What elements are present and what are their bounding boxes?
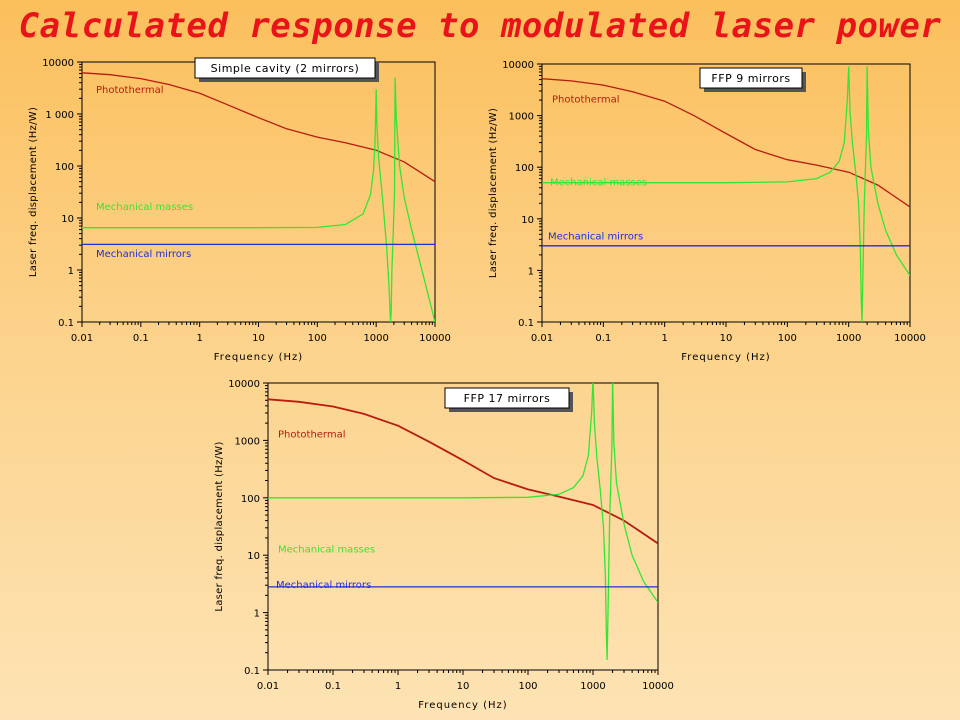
mechanical-mirrors-label: Mechanical mirrors xyxy=(548,231,643,242)
chart-title: FFP 9 mirrors xyxy=(711,72,790,85)
y-tick-label: 0.1 xyxy=(58,318,74,329)
mechanical-masses-line xyxy=(82,77,435,322)
x-axis-label: Frequency (Hz) xyxy=(418,700,507,711)
x-tick-label: 0.01 xyxy=(71,333,93,344)
y-tick-label: 100 xyxy=(241,494,260,505)
y-tick-label: 10000 xyxy=(42,58,74,69)
y-axis-label: Laser freq. displacement (Hz/W) xyxy=(488,108,499,278)
x-tick-label: 1 xyxy=(196,333,202,344)
y-tick-label: 10000 xyxy=(228,379,260,390)
photothermal-line xyxy=(82,72,435,183)
y-tick-label: 1 xyxy=(528,266,534,277)
x-tick-label: 1000 xyxy=(580,681,605,692)
y-tick-label: 1000 xyxy=(509,112,534,123)
chart-ffp-9-mirrors: 0.01 0.1 1 10 100 1000 10000 0.1 1 10 100 1000 10000… xyxy=(488,60,926,363)
x-tick-label: 0.1 xyxy=(133,333,149,344)
x-tick-label: 100 xyxy=(778,333,797,344)
x-tick-label: 100 xyxy=(308,333,327,344)
title-box xyxy=(444,387,570,409)
x-tick-label: 10000 xyxy=(419,333,451,344)
x-tick-label: 10000 xyxy=(642,681,674,692)
x-axis-label: Frequency (Hz) xyxy=(681,352,770,363)
chart-title: FFP 17 mirrors xyxy=(464,392,551,405)
x-tick-label: 0.1 xyxy=(325,681,341,692)
mechanical-masses-line xyxy=(268,383,658,660)
y-tick-label: 100 xyxy=(55,162,74,173)
x-tick-label: 100 xyxy=(518,681,537,692)
y-tick-label: 100 xyxy=(515,163,534,174)
y-tick-label: 1 xyxy=(254,609,260,620)
y-tick-label: 1 000 xyxy=(45,110,74,121)
x-tick-label: 1 xyxy=(395,681,401,692)
mechanical-masses-label: Mechanical masses xyxy=(96,202,193,213)
chart-title: Simple cavity (2 mirrors) xyxy=(211,62,360,75)
x-tick-label: 10 xyxy=(457,681,470,692)
x-tick-label: 0.01 xyxy=(257,681,279,692)
y-tick-label: 0.1 xyxy=(518,318,534,329)
y-tick-label: 10 xyxy=(61,214,74,225)
x-tick-label: 1 xyxy=(661,333,667,344)
photothermal-line xyxy=(542,78,910,208)
y-tick-label: 10 xyxy=(521,215,534,226)
title-box xyxy=(194,57,376,79)
chart-ffp-17-mirrors: 0.01 0.1 1 10 100 1000 10000 0.1 1 10 100 1000 10000… xyxy=(214,379,674,711)
plot-frame xyxy=(267,382,659,671)
chart-simple-cavity: 0.01 0.1 1 10 100 1000 10000 0.1 1 10 100 1 000 1000… xyxy=(28,57,451,363)
slide-title: Calculated response to modulated laser p… xyxy=(18,6,942,46)
y-tick-label: 0.1 xyxy=(244,666,260,677)
y-axis-label: Laser freq. displacement (Hz/W) xyxy=(214,441,225,611)
mechanical-masses-label: Mechanical masses xyxy=(278,544,375,555)
y-axis-label: Laser freq. displacement (Hz/W) xyxy=(28,107,39,277)
y-tick-label: 1 xyxy=(68,266,74,277)
mechanical-mirrors-label: Mechanical mirrors xyxy=(96,249,191,260)
mechanical-mirrors-label: Mechanical mirrors xyxy=(276,580,371,591)
x-tick-label: 10 xyxy=(720,333,733,344)
x-axis-label: Frequency (Hz) xyxy=(214,352,303,363)
x-tick-label: 10 xyxy=(252,333,265,344)
x-tick-label: 1000 xyxy=(363,333,388,344)
x-tick-label: 1000 xyxy=(836,333,861,344)
photothermal-label: Photothermal xyxy=(96,85,164,96)
x-tick-label: 10000 xyxy=(894,333,926,344)
photothermal-label: Photothermal xyxy=(278,430,346,441)
x-tick-label: 0.01 xyxy=(531,333,553,344)
y-tick-label: 10000 xyxy=(502,60,534,71)
mechanical-masses-line xyxy=(542,66,910,322)
title-box xyxy=(699,67,803,89)
mechanical-masses-label: Mechanical masses xyxy=(550,177,647,188)
x-tick-label: 0.1 xyxy=(595,333,611,344)
y-tick-label: 1000 xyxy=(235,436,260,447)
y-tick-label: 10 xyxy=(247,551,260,562)
photothermal-line xyxy=(268,398,658,545)
photothermal-label: Photothermal xyxy=(552,95,620,106)
